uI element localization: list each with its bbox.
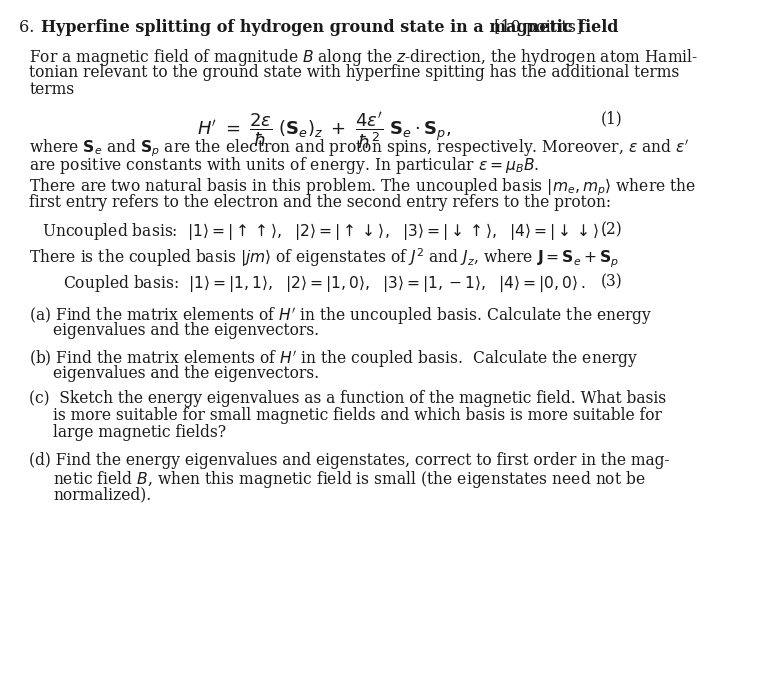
Text: (3): (3): [600, 273, 622, 290]
Text: Hyperfine splitting of hydrogen ground state in a magnetic field: Hyperfine splitting of hydrogen ground s…: [41, 19, 618, 36]
Text: (d) Find the energy eigenvalues and eigenstates, correct to first order in the m: (d) Find the energy eigenvalues and eige…: [30, 452, 670, 469]
Text: eigenvalues and the eigenvectors.: eigenvalues and the eigenvectors.: [53, 322, 319, 339]
Text: large magnetic fields?: large magnetic fields?: [53, 424, 226, 441]
Text: 6.: 6.: [20, 19, 45, 36]
Text: (1): (1): [600, 110, 622, 127]
Text: (a) Find the matrix elements of $H'$ in the uncoupled basis. Calculate the energ: (a) Find the matrix elements of $H'$ in …: [30, 305, 653, 326]
Text: Uncoupled basis:  $|1\rangle = |{\uparrow\uparrow}\rangle,\ \ |2\rangle = |{\upa: Uncoupled basis: $|1\rangle = |{\uparrow…: [42, 221, 606, 242]
Text: eigenvalues and the eigenvectors.: eigenvalues and the eigenvectors.: [53, 364, 319, 381]
Text: terms: terms: [30, 81, 74, 98]
Text: (c)  Sketch the energy eigenvalues as a function of the magnetic field. What bas: (c) Sketch the energy eigenvalues as a f…: [30, 390, 666, 407]
Text: is more suitable for small magnetic fields and which basis is more suitable for: is more suitable for small magnetic fiel…: [53, 407, 662, 424]
Text: normalized).: normalized).: [53, 486, 151, 503]
Text: where $\mathbf{S}_e$ and $\mathbf{S}_p$ are the electron and proton spins, respe: where $\mathbf{S}_e$ and $\mathbf{S}_p$ …: [30, 138, 690, 159]
Text: Coupled basis:  $|1\rangle = |1,1\rangle,\ \ |2\rangle = |1,0\rangle,\ \ |3\rang: Coupled basis: $|1\rangle = |1,1\rangle,…: [63, 273, 585, 294]
Text: are positive constants with units of energy. In particular $\epsilon = \mu_B B$.: are positive constants with units of ene…: [30, 155, 540, 176]
Text: tonian relevant to the ground state with hyperfine spitting has the additional t: tonian relevant to the ground state with…: [30, 64, 680, 81]
Text: netic field $B$, when this magnetic field is small (the eigenstates need not be: netic field $B$, when this magnetic fiel…: [53, 469, 646, 490]
Text: For a magnetic field of magnitude $B$ along the $z$-direction, the hydrogen atom: For a magnetic field of magnitude $B$ al…: [30, 47, 699, 68]
Text: There is the coupled basis $|jm\rangle$ of eigenstates of $J^2$ and $J_z$, where: There is the coupled basis $|jm\rangle$ …: [30, 246, 619, 270]
Text: (2): (2): [600, 221, 622, 238]
Text: first entry refers to the electron and the second entry refers to the proton:: first entry refers to the electron and t…: [30, 194, 612, 211]
Text: (b) Find the matrix elements of $H'$ in the coupled basis.  Calculate the energy: (b) Find the matrix elements of $H'$ in …: [30, 348, 638, 369]
Text: [10 points]: [10 points]: [489, 19, 583, 36]
Text: $H' \ = \ \dfrac{2\epsilon}{\hbar}\ (\mathbf{S}_e)_z \ + \ \dfrac{4\epsilon^{\pr: $H' \ = \ \dfrac{2\epsilon}{\hbar}\ (\ma…: [197, 110, 451, 151]
Text: There are two natural basis in this problem. The uncoupled basis $|m_e, m_p\rang: There are two natural basis in this prob…: [30, 177, 696, 198]
